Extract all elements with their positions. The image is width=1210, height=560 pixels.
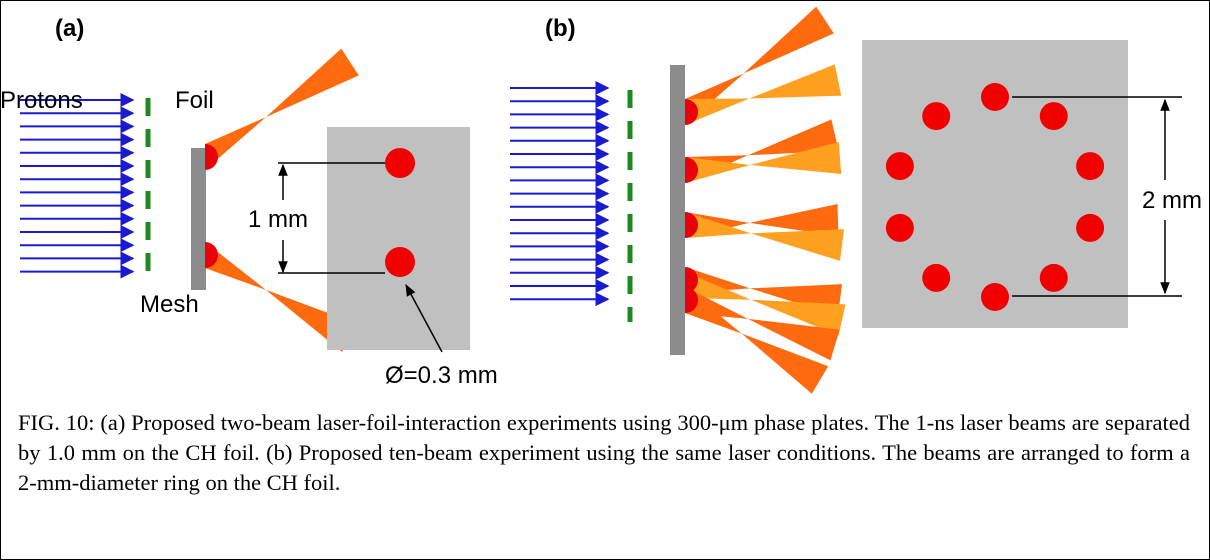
dot [385,247,415,277]
ring-label: 2 mm [1142,187,1202,214]
laser-beam [685,142,841,183]
mesh-label: Mesh [140,291,199,318]
foil [191,148,206,290]
panel-label: (b) [545,15,576,42]
dot [1076,152,1104,180]
figure-drawing: (a) (b) Protons Foil Mesh 1 mm Ø=0.3 mm … [0,0,1210,400]
dot [1076,214,1104,242]
caption: FIG. 10: (a) Proposed two-beam laser-foi… [18,408,1190,498]
protons-label: Protons [0,87,83,114]
dot [886,214,914,242]
foil-label: Foil [175,87,214,114]
dot [922,102,950,130]
dot [981,283,1009,311]
panel-label: (a) [55,15,84,42]
dot [922,264,950,292]
foil [670,65,685,355]
dot [385,148,415,178]
separation-label: 1 mm [248,206,308,233]
dot [886,152,914,180]
diameter-label: Ø=0.3 mm [385,362,498,389]
dot [1040,102,1068,130]
drawing-group [20,7,1182,394]
dot [981,83,1009,111]
dot [1040,264,1068,292]
